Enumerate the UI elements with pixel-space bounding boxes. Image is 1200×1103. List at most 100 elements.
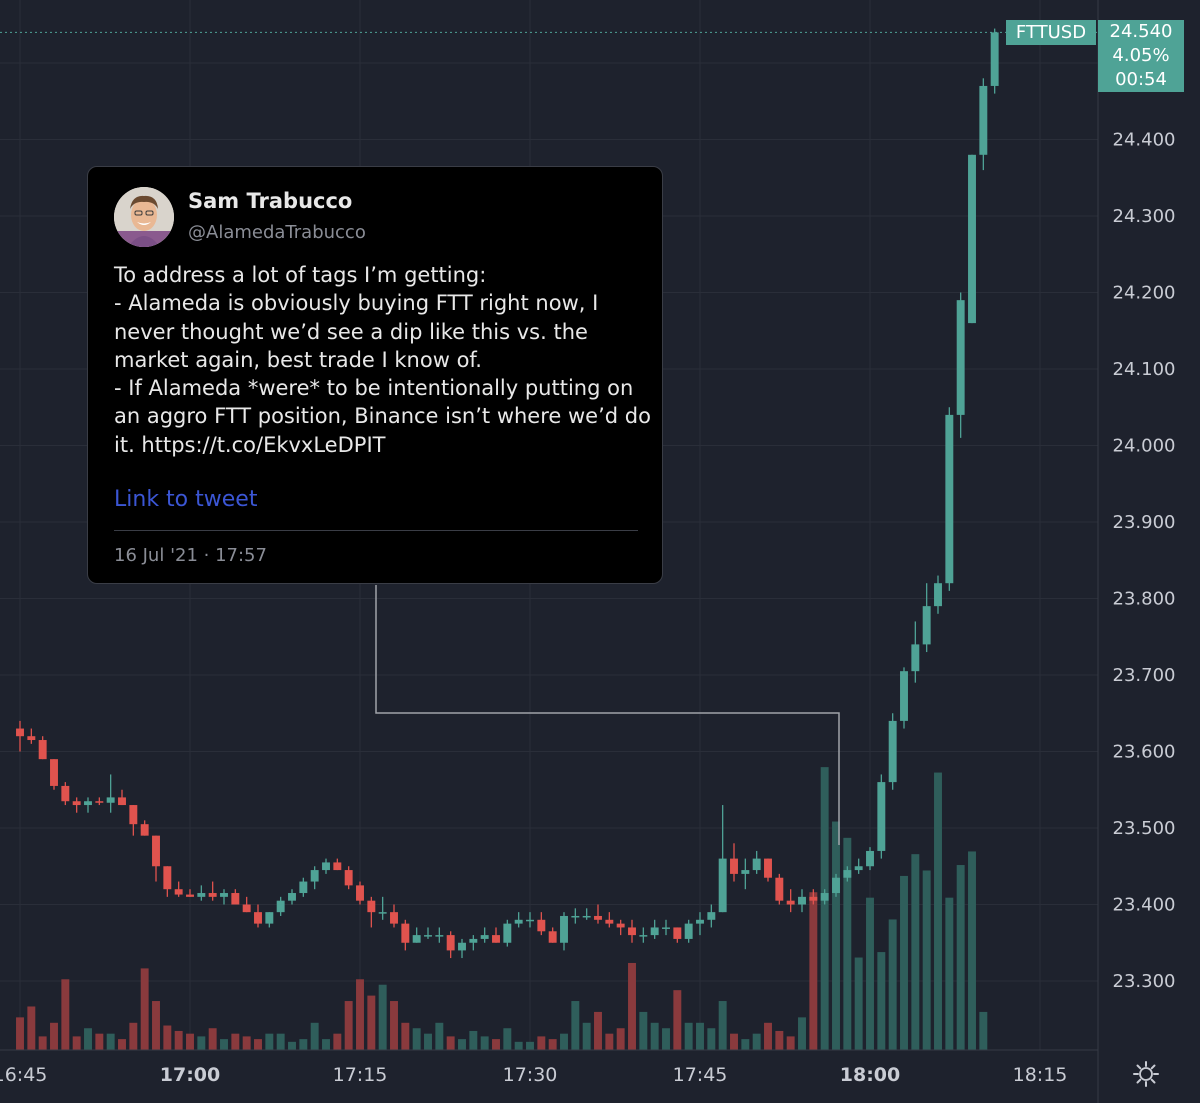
candle-body bbox=[968, 154, 976, 324]
candle-countdown: 00:54 bbox=[1115, 69, 1167, 90]
volume-bar bbox=[900, 875, 908, 1050]
candle-body bbox=[299, 881, 308, 894]
volume-bar bbox=[571, 1001, 580, 1050]
volume-bar bbox=[809, 892, 818, 1050]
candle-body bbox=[118, 797, 126, 806]
candle-body bbox=[38, 740, 47, 760]
candle-body bbox=[684, 923, 693, 939]
volume-bar bbox=[118, 1039, 126, 1050]
volume-bar bbox=[61, 979, 70, 1050]
candle-body bbox=[435, 935, 444, 937]
candle-body bbox=[854, 866, 863, 871]
candle-body bbox=[50, 759, 58, 786]
time-axis[interactable]: 16:45 17:00 17:15 17:30 17:45 18:00 18:15 bbox=[0, 1064, 1067, 1086]
divider bbox=[114, 530, 638, 531]
volume-bar bbox=[628, 962, 636, 1050]
gear-icon[interactable] bbox=[1132, 1060, 1160, 1088]
volume-bar bbox=[288, 1041, 296, 1050]
candle-body bbox=[27, 736, 36, 741]
time-tick-label: 17:45 bbox=[673, 1064, 728, 1086]
candle-body bbox=[730, 858, 738, 874]
volume-bar bbox=[242, 1036, 251, 1050]
candle-body bbox=[741, 870, 750, 874]
volume-bar bbox=[412, 1028, 421, 1050]
candle-body bbox=[571, 915, 580, 918]
candle-body bbox=[650, 927, 659, 936]
candle-body bbox=[458, 942, 466, 951]
volume-bar bbox=[741, 1039, 750, 1050]
volume-bar bbox=[322, 1039, 330, 1050]
volume-bar bbox=[299, 1039, 308, 1050]
candle-body bbox=[718, 858, 727, 913]
candle-body bbox=[990, 32, 999, 86]
volume-bar bbox=[469, 1030, 478, 1050]
symbol-tag: FTTUSD bbox=[1006, 20, 1096, 45]
candle-body bbox=[231, 893, 240, 905]
candle-body bbox=[446, 935, 455, 951]
volume-bar bbox=[798, 1017, 806, 1050]
candle-body bbox=[843, 870, 852, 878]
price-tick-label: 24.100 bbox=[1113, 359, 1176, 380]
volume-bar bbox=[446, 1036, 455, 1050]
volume-bar bbox=[186, 1033, 194, 1050]
volume-bar bbox=[197, 1036, 206, 1050]
volume-bar bbox=[84, 1028, 92, 1050]
candle-body bbox=[809, 896, 818, 901]
volume-bar bbox=[979, 1011, 988, 1050]
candle-body bbox=[934, 583, 942, 607]
candle-body bbox=[378, 912, 387, 914]
price-tick-label: 23.400 bbox=[1113, 895, 1176, 916]
candles bbox=[16, 28, 999, 959]
volume-bar bbox=[594, 1011, 602, 1050]
candle-body bbox=[877, 782, 886, 851]
price-change: 4.05% bbox=[1112, 45, 1170, 66]
candle-body bbox=[344, 870, 353, 886]
price-tick-label: 24.000 bbox=[1113, 436, 1176, 457]
time-tick-label: 18:15 bbox=[1013, 1064, 1068, 1086]
candle-body bbox=[956, 300, 965, 415]
gear-icon-glyph bbox=[1133, 1061, 1159, 1087]
candle-body bbox=[526, 919, 534, 922]
price-tick-label: 23.800 bbox=[1113, 589, 1176, 610]
volume-bar bbox=[786, 1036, 795, 1050]
volume-bar bbox=[764, 1022, 772, 1050]
candle-body bbox=[537, 919, 546, 932]
price-tick-label: 23.700 bbox=[1113, 665, 1176, 686]
volume-bar bbox=[662, 1028, 670, 1050]
time-tick-label: 17:15 bbox=[333, 1064, 388, 1086]
volume-bar bbox=[435, 1022, 444, 1050]
avatar-image bbox=[114, 187, 174, 247]
candle-body bbox=[140, 824, 149, 836]
volume-bar bbox=[344, 1001, 353, 1050]
volume-bar bbox=[752, 1033, 761, 1050]
candle-body bbox=[888, 720, 897, 783]
candle-body bbox=[356, 885, 364, 901]
volume-bar bbox=[265, 1033, 274, 1050]
volume-bar bbox=[220, 1039, 228, 1050]
volume-bar bbox=[27, 1006, 36, 1050]
volume-bar bbox=[911, 854, 920, 1050]
candle-body bbox=[514, 919, 523, 924]
volume-bar bbox=[650, 1022, 659, 1050]
candle-body bbox=[492, 935, 500, 943]
volume-bar bbox=[333, 1033, 342, 1050]
volume-bar bbox=[401, 1022, 410, 1050]
volume-bar bbox=[367, 995, 376, 1050]
candle-body bbox=[333, 862, 342, 871]
candle-body bbox=[469, 938, 478, 943]
volume-bar bbox=[503, 1028, 512, 1050]
tweet-text: To address a lot of tags I’m getting: - … bbox=[114, 263, 651, 457]
candle-body bbox=[503, 923, 512, 943]
candle-body bbox=[265, 912, 274, 924]
candle-body bbox=[322, 862, 330, 871]
volume-bar bbox=[95, 1033, 104, 1050]
candle-body bbox=[412, 935, 421, 943]
volume-bar bbox=[72, 1036, 81, 1050]
link-to-tweet[interactable]: Link to tweet bbox=[114, 487, 258, 512]
volume-bar bbox=[16, 1017, 24, 1050]
volume-bar bbox=[208, 1028, 217, 1050]
volume-bar bbox=[922, 870, 931, 1050]
volume-bar bbox=[526, 1041, 534, 1050]
price-axis[interactable]: 24.400 24.300 24.200 24.100 24.000 23.900 23.8… bbox=[1113, 130, 1176, 993]
volume-bar bbox=[718, 1001, 727, 1050]
